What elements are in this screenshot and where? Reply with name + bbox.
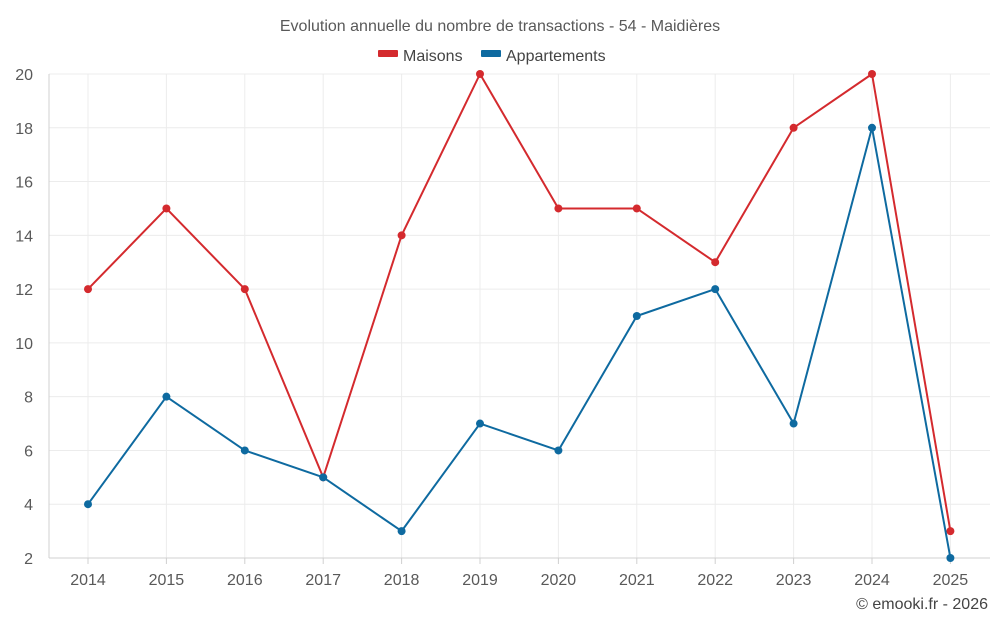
data-point-maisons-2014[interactable] — [84, 285, 92, 294]
data-point-appartements-2021[interactable] — [632, 312, 641, 320]
data-point-maisons-2021[interactable] — [632, 204, 641, 213]
data-point-appartements-2016[interactable] — [240, 446, 249, 455]
y-tick-label: 14 — [15, 228, 33, 245]
data-point-appartements-2022[interactable] — [711, 285, 720, 294]
data-point-maisons-2016[interactable] — [240, 285, 249, 294]
chart-title: Evolution annuelle du nombre de transact… — [280, 18, 720, 35]
legend: Maisons Appartements — [378, 48, 606, 65]
series-layer — [84, 70, 955, 562]
x-tick-label: 2022 — [697, 572, 733, 589]
credit-text: © emooki.fr - 2026 — [856, 596, 988, 613]
y-tick-label: 12 — [15, 282, 33, 299]
x-tick-label: 2015 — [149, 572, 185, 589]
series-line-maisons — [87, 73, 952, 532]
x-tick-label: 2024 — [854, 572, 890, 589]
x-tick-label: 2018 — [384, 572, 420, 589]
y-tick-label: 6 — [24, 443, 33, 460]
data-point-appartements-2020[interactable] — [554, 446, 563, 455]
data-point-appartements-2024[interactable] — [868, 123, 876, 132]
x-tick-label: 2014 — [70, 572, 106, 589]
data-point-maisons-2018[interactable] — [397, 231, 406, 240]
y-tick-label: 8 — [24, 390, 33, 407]
legend-label-maisons[interactable]: Maisons — [403, 48, 463, 65]
data-point-appartements-2023[interactable] — [789, 419, 798, 428]
series-line-appartements — [87, 126, 952, 559]
y-tick-label: 4 — [24, 497, 33, 514]
data-point-maisons-2023[interactable] — [789, 123, 798, 132]
y-tick-label: 16 — [15, 175, 33, 192]
axes — [48, 74, 990, 564]
x-tick-label: 2017 — [305, 572, 341, 589]
grid — [49, 73, 990, 559]
y-tick-label: 10 — [15, 336, 33, 353]
data-point-maisons-2024[interactable] — [868, 70, 876, 78]
x-tick-label: 2023 — [776, 572, 812, 589]
data-point-maisons-2020[interactable] — [554, 204, 563, 213]
data-point-maisons-2025[interactable] — [946, 527, 955, 536]
data-point-maisons-2022[interactable] — [711, 258, 720, 267]
data-point-appartements-2014[interactable] — [84, 500, 92, 509]
data-point-appartements-2018[interactable] — [397, 527, 406, 536]
legend-swatch-maisons[interactable] — [378, 50, 398, 57]
data-point-maisons-2019[interactable] — [476, 70, 484, 78]
data-point-appartements-2015[interactable] — [162, 392, 171, 401]
x-tick-label: 2020 — [541, 572, 577, 589]
x-tick-label: 2021 — [619, 572, 655, 589]
x-tick-label: 2025 — [933, 572, 969, 589]
y-tick-label: 2 — [24, 551, 33, 568]
data-point-appartements-2017[interactable] — [319, 473, 328, 482]
y-tick-label: 20 — [15, 67, 33, 84]
legend-label-appartements[interactable]: Appartements — [506, 48, 606, 65]
x-tick-label: 2019 — [462, 572, 498, 589]
y-tick-label: 18 — [15, 121, 33, 138]
legend-swatch-appartements[interactable] — [481, 50, 501, 57]
x-tick-label: 2016 — [227, 572, 263, 589]
data-point-appartements-2025[interactable] — [946, 554, 955, 562]
data-point-appartements-2019[interactable] — [476, 419, 484, 428]
x-axis-ticks: 2014 2015 2016 2017 2018 2019 2020 2021 2022 2023… — [70, 572, 968, 589]
data-point-maisons-2015[interactable] — [162, 204, 171, 213]
y-axis-ticks: 2 4 6 8 10 12 14 16 18 20 — [15, 67, 33, 568]
